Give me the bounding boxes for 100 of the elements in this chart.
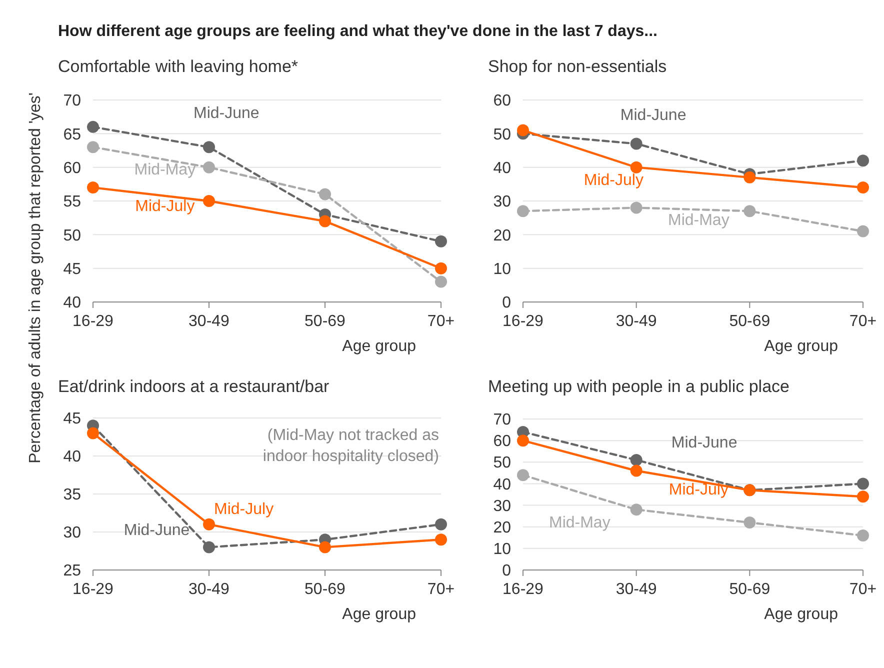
- point: [319, 188, 331, 200]
- series-label: Mid-June: [124, 522, 190, 540]
- annotation: (Mid-May not tracked as indoor hospitality closed): [262, 427, 439, 465]
- y-tick-label: 60: [493, 433, 512, 450]
- point: [435, 518, 447, 530]
- point: [319, 541, 331, 554]
- y-tick-label: 70: [63, 92, 82, 110]
- point: [630, 202, 642, 214]
- point: [203, 541, 215, 554]
- x-axis-title: Age group: [764, 338, 838, 355]
- y-tick-label: 40: [493, 476, 512, 494]
- y-tick-label: 60: [493, 92, 512, 110]
- chart-title: Shop for non-essentials: [488, 57, 667, 76]
- point: [630, 464, 642, 477]
- point: [203, 141, 215, 154]
- point: [203, 195, 215, 207]
- y-tick-label: 50: [493, 126, 512, 144]
- series-label: Mid-July: [584, 172, 644, 189]
- x-tick-label: 70+: [427, 581, 455, 598]
- point: [857, 182, 869, 194]
- y-tick-label: 30: [493, 194, 512, 211]
- y-tick-label: 20: [493, 227, 512, 244]
- point: [517, 205, 529, 218]
- series-label: Mid-June: [193, 105, 260, 122]
- x-axis-title: Age group: [342, 606, 416, 623]
- series-label: Mid-July: [668, 482, 728, 498]
- y-tick-label: 25: [63, 562, 82, 580]
- x-tick-label: 70+: [849, 313, 877, 330]
- series-label: Mid-May: [134, 162, 196, 179]
- x-tick-label: 30-49: [616, 581, 657, 598]
- y-axis-title: Percentage of adults in age group that reported 'yes': [27, 92, 44, 464]
- point: [87, 182, 99, 194]
- point: [435, 262, 447, 274]
- point: [435, 276, 447, 288]
- y-tick-label: 50: [493, 454, 512, 472]
- y-tick-label: 30: [63, 524, 82, 542]
- y-tick-label: 70: [493, 412, 512, 429]
- y-tick-label: 50: [63, 227, 82, 244]
- y-tick-label: 45: [63, 260, 82, 278]
- point: [517, 124, 529, 136]
- x-tick-label: 30-49: [616, 313, 657, 330]
- point: [517, 469, 529, 482]
- series-label: Mid-May: [668, 212, 730, 230]
- point: [630, 504, 642, 516]
- x-tick-label: 16-29: [72, 313, 114, 330]
- point: [630, 138, 642, 150]
- point: [630, 454, 642, 466]
- y-tick-label: 40: [63, 448, 82, 466]
- y-tick-label: 40: [493, 160, 512, 177]
- series-label: Mid-July: [214, 500, 274, 518]
- y-tick-label: 0: [502, 294, 512, 312]
- y-tick-label: 40: [63, 294, 82, 312]
- point: [630, 161, 642, 174]
- series-label: Mid-May: [548, 514, 610, 532]
- x-tick-label: 50-69: [729, 581, 770, 598]
- point: [203, 161, 215, 174]
- series-label: Mid-June: [620, 107, 686, 124]
- y-tick-label: 45: [63, 410, 82, 428]
- chart-title: Comfortable with leaving home*: [58, 57, 298, 76]
- x-tick-label: 70+: [427, 313, 455, 330]
- x-tick-label: 16-29: [72, 581, 114, 598]
- y-tick-label: 20: [493, 519, 512, 536]
- point: [517, 434, 529, 447]
- y-tick-label: 65: [63, 126, 82, 144]
- series-label: Mid-July: [135, 198, 195, 216]
- y-tick-label: 10: [493, 260, 512, 278]
- point: [744, 516, 756, 529]
- x-tick-label: 70+: [849, 581, 877, 598]
- x-tick-label: 50-69: [304, 581, 346, 598]
- y-tick-label: 60: [63, 160, 82, 177]
- point: [435, 235, 447, 248]
- point: [87, 141, 99, 154]
- series-label: Mid-June: [671, 434, 738, 452]
- point: [857, 154, 869, 167]
- y-tick-label: 10: [493, 541, 512, 558]
- chart-title: Meeting up with people in a public place: [488, 377, 790, 396]
- point: [857, 490, 869, 503]
- y-tick-label: 30: [493, 498, 512, 515]
- x-tick-label: 30-49: [188, 581, 230, 598]
- point: [857, 478, 869, 490]
- point: [319, 215, 331, 228]
- y-tick-label: 35: [63, 486, 82, 504]
- chart-title: Eat/drink indoors at a restaurant/bar: [58, 377, 330, 396]
- point: [87, 120, 99, 133]
- x-tick-label: 16-29: [502, 581, 544, 598]
- point: [435, 534, 447, 546]
- point: [857, 225, 869, 238]
- x-tick-label: 50-69: [729, 313, 770, 330]
- point: [744, 205, 756, 218]
- text: How different age groups are feeling and what they've done in the last 7 days...: [58, 23, 658, 40]
- x-tick-label: 16-29: [502, 313, 544, 330]
- x-tick-label: 30-49: [188, 313, 230, 330]
- y-tick-label: 55: [63, 194, 82, 211]
- point: [744, 171, 756, 184]
- x-tick-label: 50-69: [304, 313, 346, 330]
- x-axis-title: Age group: [342, 338, 416, 355]
- x-axis-title: Age group: [764, 606, 838, 623]
- point: [87, 427, 99, 440]
- y-tick-label: 0: [502, 562, 512, 580]
- point: [203, 518, 215, 530]
